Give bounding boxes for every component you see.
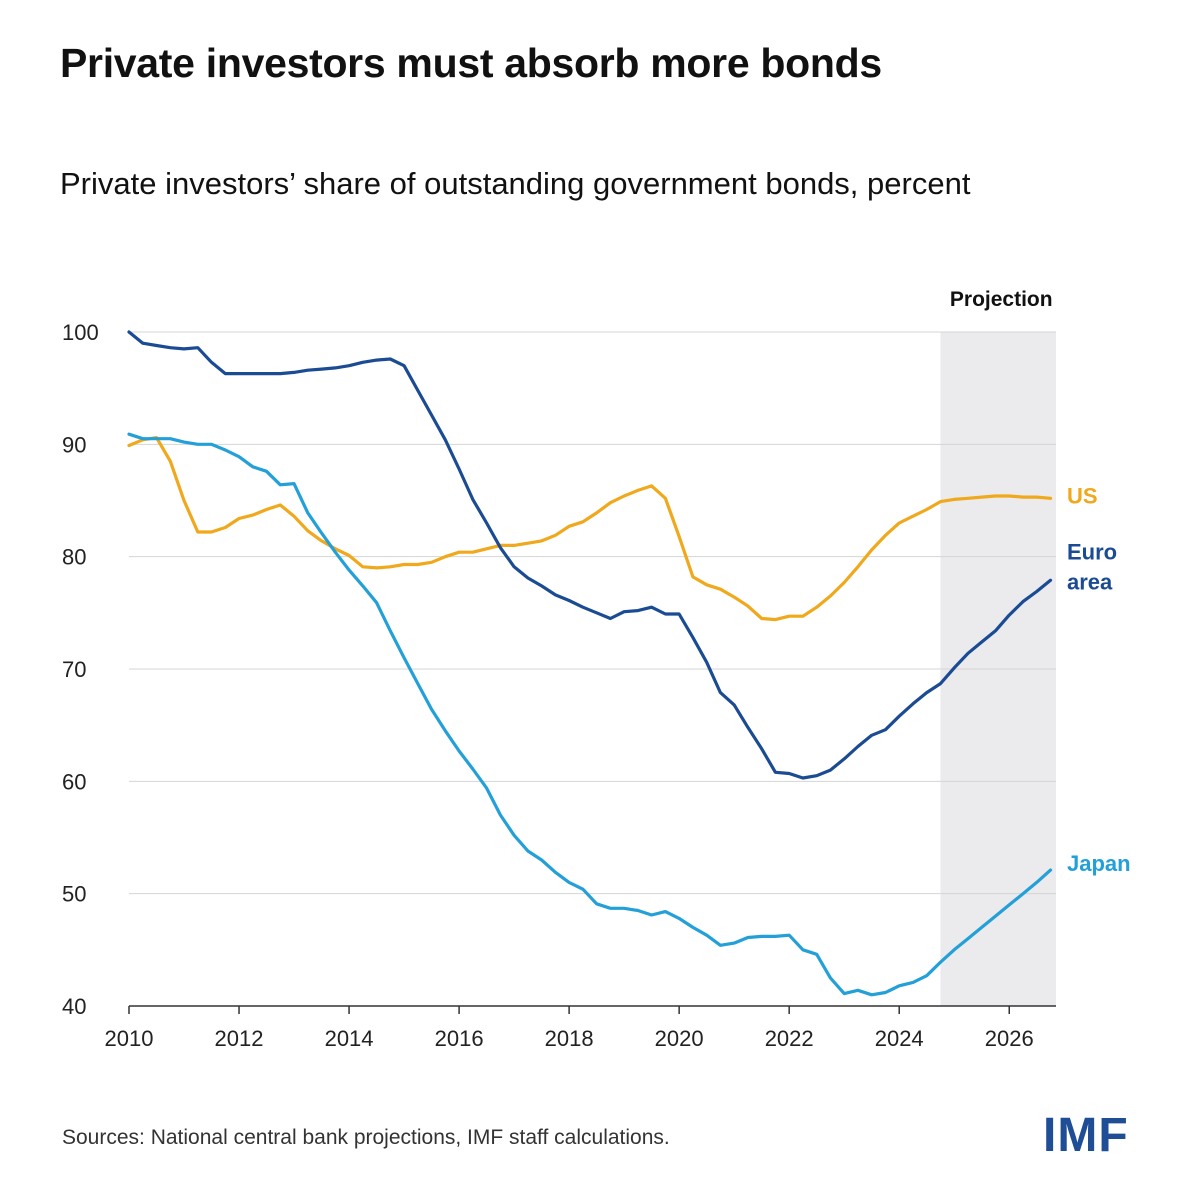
imf-logo: IMF xyxy=(1043,1109,1129,1162)
x-tick-label-2026: 2026 xyxy=(985,1026,1034,1051)
y-tick-label-50: 50 xyxy=(62,882,86,907)
series-label-japan: Japan xyxy=(1067,851,1131,876)
x-tick-label-2024: 2024 xyxy=(875,1026,924,1051)
x-tick-label-2016: 2016 xyxy=(435,1026,484,1051)
y-tick-label-80: 80 xyxy=(62,545,86,570)
series-line-us xyxy=(127,436,1053,622)
x-tick-label-2014: 2014 xyxy=(325,1026,374,1051)
x-tick-label-2012: 2012 xyxy=(215,1026,264,1051)
series-label-euro-area: Euro area xyxy=(1067,539,1117,594)
y-tick-label-70: 70 xyxy=(62,657,86,682)
x-tick-label-2018: 2018 xyxy=(545,1026,594,1051)
x-tick-label-2022: 2022 xyxy=(765,1026,814,1051)
chart-subtitle: Private investors’ share of outstanding … xyxy=(60,166,971,201)
y-tick-label-40: 40 xyxy=(62,994,86,1019)
source-note: Sources: National central bank projectio… xyxy=(62,1126,670,1149)
y-tick-label-100: 100 xyxy=(62,320,99,345)
series-line-euro-area xyxy=(127,330,1053,780)
y-tick-label-90: 90 xyxy=(62,432,86,457)
chart-title: Private investors must absorb more bonds xyxy=(60,40,882,86)
x-tick-label-2020: 2020 xyxy=(655,1026,704,1051)
series-label-us: US xyxy=(1067,483,1098,508)
x-tick-label-2010: 2010 xyxy=(105,1026,154,1051)
series-line-japan xyxy=(127,432,1053,997)
projection-label: Projection xyxy=(950,288,1053,311)
y-tick-label-60: 60 xyxy=(62,769,86,794)
